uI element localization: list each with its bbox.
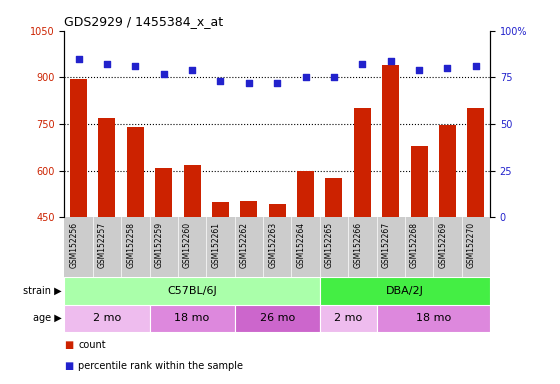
Text: GSM152260: GSM152260 [183,222,192,268]
Text: 18 mo: 18 mo [416,313,451,323]
Bar [410,146,428,217]
Bar [240,201,258,217]
Point [301,74,310,81]
Bar [70,79,87,217]
Text: GSM152263: GSM152263 [268,222,277,268]
Text: 18 mo: 18 mo [175,313,209,323]
Bar [467,108,484,217]
Point [102,61,111,67]
Point [159,71,168,77]
Text: count: count [78,340,106,350]
Text: ■: ■ [64,340,74,350]
Text: GSM152265: GSM152265 [325,222,334,268]
Text: GDS2929 / 1455384_x_at: GDS2929 / 1455384_x_at [64,15,223,28]
Text: strain ▶: strain ▶ [23,286,62,296]
Point [74,56,83,62]
Point [273,80,282,86]
Text: GSM152269: GSM152269 [438,222,447,268]
Text: GSM152257: GSM152257 [98,222,107,268]
Text: GSM152259: GSM152259 [155,222,164,268]
Point [472,63,480,69]
Text: GSM152256: GSM152256 [69,222,78,268]
Bar [235,305,320,332]
Text: C57BL/6J: C57BL/6J [167,286,217,296]
Text: GSM152270: GSM152270 [467,222,476,268]
Text: GSM152266: GSM152266 [353,222,362,268]
Bar [320,305,376,332]
Bar [325,177,343,217]
Bar [127,127,144,217]
Point [131,63,140,69]
Bar [376,305,490,332]
Text: GSM152258: GSM152258 [127,222,136,268]
Bar [212,202,229,217]
Text: 2 mo: 2 mo [334,313,362,323]
Point [216,78,225,84]
Point [414,67,423,73]
Text: DBA/2J: DBA/2J [386,286,424,296]
Bar [269,204,286,217]
Point [386,58,395,64]
Text: ■: ■ [64,361,74,371]
Point [358,61,367,67]
Text: percentile rank within the sample: percentile rank within the sample [78,361,244,371]
Text: GSM152267: GSM152267 [382,222,391,268]
Point [443,65,452,71]
Bar [320,277,490,305]
Bar [297,171,314,217]
Point [188,67,197,73]
Bar [99,118,115,217]
Text: 2 mo: 2 mo [93,313,121,323]
Point [329,74,338,81]
Bar [64,277,320,305]
Text: 26 mo: 26 mo [260,313,295,323]
Bar [354,108,371,217]
Bar [382,65,399,217]
Text: GSM152261: GSM152261 [212,222,221,268]
Text: GSM152262: GSM152262 [240,222,249,268]
Bar [439,125,456,217]
Text: GSM152264: GSM152264 [297,222,306,268]
Bar [184,165,200,217]
Bar [150,305,235,332]
Bar [155,167,172,217]
Text: age ▶: age ▶ [33,313,62,323]
Text: GSM152268: GSM152268 [410,222,419,268]
Bar [64,305,150,332]
Point [244,80,253,86]
